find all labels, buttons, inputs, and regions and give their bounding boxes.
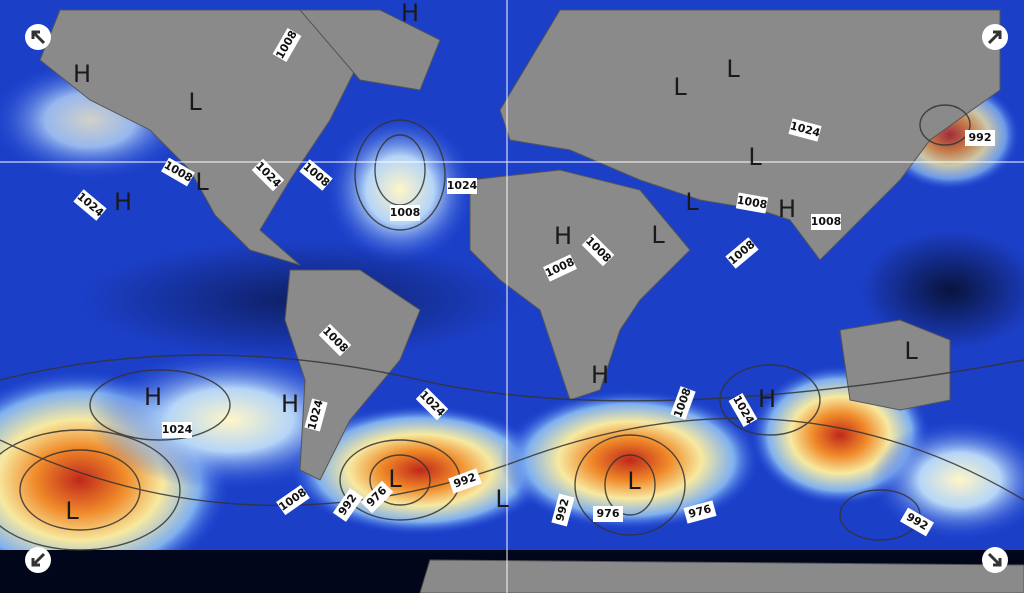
pressure-center: H <box>554 222 572 250</box>
isobar-label: 992 <box>551 493 575 527</box>
pressure-center: L <box>726 55 740 83</box>
isobar-label-bg <box>299 159 333 191</box>
isobar-label-bg <box>811 214 841 230</box>
pressure-center: L <box>388 465 402 493</box>
isobar-label-bg <box>415 387 449 421</box>
pressure-center: L <box>685 188 699 216</box>
isobar-value: 1008 <box>390 206 421 219</box>
pressure-center: H <box>778 195 796 223</box>
isobar-label: 1024 <box>304 398 328 432</box>
isobar-value: 976 <box>597 507 620 520</box>
isobar-label-bg <box>735 192 769 214</box>
land <box>39 9 1024 593</box>
isobar-value: 976 <box>687 502 713 521</box>
pressure-center: L <box>65 497 79 525</box>
pressure-center: L <box>627 467 641 495</box>
isobar-label-bg <box>670 386 696 420</box>
isobar-label: 1024 <box>447 178 478 194</box>
isobar-label-bg <box>360 480 394 514</box>
pressure-center: L <box>188 88 202 116</box>
isobar-label: 1024 <box>788 118 822 142</box>
isobar-label-bg <box>251 158 285 192</box>
isobar-label-bg <box>276 484 310 516</box>
pressure-center: H <box>114 188 132 216</box>
isobar-label-bg <box>593 506 623 522</box>
isobar-label: 1008 <box>735 192 769 214</box>
isobar-label: 992 <box>965 130 995 146</box>
pressure-center: H <box>401 0 419 27</box>
expand-bottom-right[interactable] <box>982 547 1008 573</box>
isobar-label-bg <box>304 398 328 432</box>
isobar-label-bg <box>965 130 995 146</box>
pressure-center: H <box>144 383 162 411</box>
isobar-label-bg <box>447 178 477 194</box>
expand-top-right[interactable] <box>982 24 1008 50</box>
isobar-label-bg <box>543 254 577 282</box>
pressure-center: H <box>758 385 776 413</box>
pressure-center: H <box>73 60 91 88</box>
isobar-value: 992 <box>553 497 572 523</box>
isobar-label-bg <box>162 422 192 438</box>
isobar-label: 1008 <box>390 205 421 221</box>
isobars <box>0 104 1024 551</box>
isobar-label: 992 <box>448 468 482 494</box>
isobar-label-bg <box>332 488 364 522</box>
isobar-value: 992 <box>969 131 992 144</box>
isobar-value: 1024 <box>162 423 193 436</box>
expand-top-left[interactable] <box>25 24 51 50</box>
isobar-label-bg <box>728 393 758 427</box>
isobar-label-bg <box>448 468 482 494</box>
pressure-center: L <box>195 168 209 196</box>
pressure-center: L <box>651 221 665 249</box>
isobar-label-bg <box>551 493 575 527</box>
isobar-label: 1024 <box>162 422 193 438</box>
isobar-value: 1024 <box>447 179 478 192</box>
pressure-center: H <box>591 361 609 389</box>
corner-buttons <box>25 24 1008 573</box>
isobar-label-bg <box>73 189 107 221</box>
isobar-label-bg <box>161 157 195 187</box>
isobar-label: 1008 <box>811 214 842 230</box>
isobar-label-bg <box>725 237 759 269</box>
isobar-value: 1008 <box>811 215 842 228</box>
isobar-label-bg <box>900 507 934 537</box>
pressure-center: L <box>904 337 918 365</box>
pressure-center: L <box>495 485 509 513</box>
isobar-label: 1008 <box>543 254 577 282</box>
isobar-label-bg <box>683 500 717 524</box>
isobar-label: 976 <box>683 500 717 524</box>
isobar-label-bg <box>390 205 420 221</box>
isobar-label-bg <box>318 323 352 357</box>
expand-bottom-left[interactable] <box>25 547 51 573</box>
isobar-value: 1008 <box>736 193 768 211</box>
isobar-label-bg <box>581 233 615 267</box>
isobar-label-bg <box>272 28 302 62</box>
pressure-center: L <box>748 143 762 171</box>
pressure-center: H <box>281 390 299 418</box>
isobar-label: 976 <box>593 506 623 522</box>
pressure-center: L <box>673 73 687 101</box>
isobar-label-bg <box>788 118 822 142</box>
